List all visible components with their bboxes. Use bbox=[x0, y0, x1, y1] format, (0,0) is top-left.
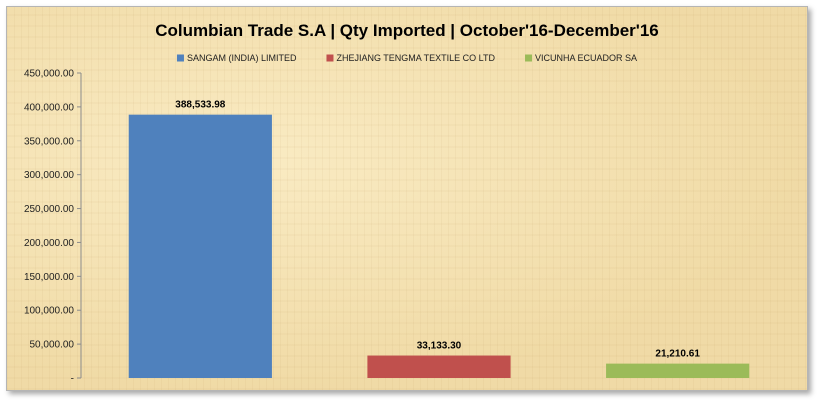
legend: SANGAM (INDIA) LIMITED ZHEJIANG TENGMA TE… bbox=[176, 53, 637, 63]
legend-swatch bbox=[525, 54, 533, 62]
legend-label: ZHEJIANG TENGMA TEXTILE CO LTD bbox=[336, 53, 495, 63]
y-axis: - 50,000.00 100,000.00 150,000.00 200,000.00… bbox=[24, 69, 82, 385]
legend-swatch bbox=[326, 54, 334, 62]
y-tick-label: 50,000.00 bbox=[30, 340, 75, 351]
y-tick-label: - bbox=[71, 374, 74, 385]
bar bbox=[128, 114, 272, 378]
legend-swatch bbox=[176, 54, 184, 62]
bar bbox=[606, 363, 750, 378]
legend-label: SANGAM (INDIA) LIMITED bbox=[187, 53, 297, 63]
legend-label: VICUNHA ECUADOR SA bbox=[535, 53, 637, 63]
y-tick-label: 350,000.00 bbox=[24, 136, 74, 147]
y-tick-label: 400,000.00 bbox=[24, 102, 74, 113]
bar-data-label: 33,133.30 bbox=[417, 341, 462, 352]
bars bbox=[128, 114, 750, 378]
y-tick-label: 300,000.00 bbox=[24, 170, 74, 181]
bar-data-label: 388,533.98 bbox=[175, 100, 225, 111]
bar-data-label: 21,210.61 bbox=[655, 349, 700, 360]
chart-title: Columbian Trade S.A | Qty Imported | Oct… bbox=[155, 21, 658, 40]
y-tick-label: 200,000.00 bbox=[24, 238, 74, 249]
y-tick-label: 250,000.00 bbox=[24, 204, 74, 215]
bar-chart: Columbian Trade S.A | Qty Imported | Oct… bbox=[24, 21, 750, 385]
y-tick-label: 450,000.00 bbox=[24, 69, 74, 80]
bar bbox=[367, 355, 511, 378]
chart-frame: Columbian Trade S.A | Qty Imported | Oct… bbox=[6, 6, 808, 391]
data-labels: 388,533.98 33,133.30 21,210.61 bbox=[175, 100, 700, 360]
y-tick-label: 150,000.00 bbox=[24, 272, 74, 283]
y-tick-label: 100,000.00 bbox=[24, 306, 74, 317]
